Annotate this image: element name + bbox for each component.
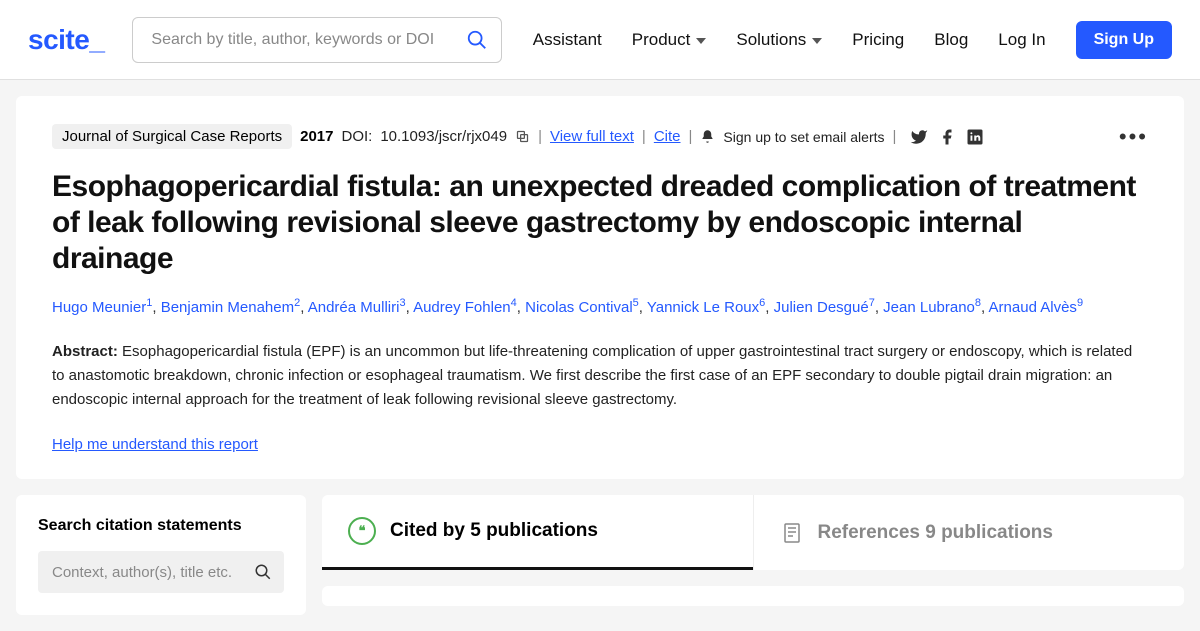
nav-login[interactable]: Log In: [998, 30, 1045, 50]
separator: |: [642, 128, 646, 145]
search-icon[interactable]: [254, 563, 272, 581]
copy-icon[interactable]: [515, 129, 530, 144]
doi-label: DOI:: [341, 128, 372, 145]
author-link[interactable]: Jean Lubrano8: [883, 299, 981, 316]
more-options-button[interactable]: •••: [1119, 124, 1148, 150]
bell-icon: [700, 129, 715, 144]
cited-icon: ❝: [348, 517, 376, 545]
search-input[interactable]: [132, 17, 502, 63]
citation-search-sidebar: Search citation statements: [16, 495, 306, 615]
journal-badge[interactable]: Journal of Surgical Case Reports: [52, 124, 292, 149]
twitter-icon[interactable]: [910, 128, 928, 146]
tab-references-text: References 9 publications: [818, 522, 1053, 544]
content-panel: [322, 586, 1184, 606]
tab-cited-text: Cited by 5 publications: [390, 520, 598, 542]
nav-blog[interactable]: Blog: [934, 30, 968, 50]
signup-button[interactable]: Sign Up: [1076, 21, 1172, 59]
author-link[interactable]: Benjamin Menahem2: [161, 299, 301, 316]
separator: |: [893, 128, 897, 145]
tabs-panel: ❝ Cited by 5 publications References 9 p…: [322, 495, 1184, 570]
author-link[interactable]: Julien Desgué7: [774, 299, 875, 316]
tab-references[interactable]: References 9 publications: [753, 495, 1185, 570]
abstract-text: Esophagopericardial fistula (EPF) is an …: [52, 343, 1132, 408]
nav-product[interactable]: Product: [632, 30, 707, 50]
search-container: [132, 17, 502, 63]
citation-search-input[interactable]: [38, 551, 284, 593]
main-container: ••• Journal of Surgical Case Reports 201…: [0, 80, 1200, 631]
nav-solutions[interactable]: Solutions: [736, 30, 822, 50]
tabs-wrap: ❝ Cited by 5 publications References 9 p…: [322, 495, 1184, 615]
abstract-label: Abstract:: [52, 343, 118, 360]
linkedin-icon[interactable]: [966, 128, 984, 146]
lower-row: Search citation statements ❝ Cited by 5 …: [16, 495, 1184, 615]
view-full-text-link[interactable]: View full text: [550, 128, 634, 145]
tab-cited-by[interactable]: ❝ Cited by 5 publications: [322, 495, 753, 570]
chevron-down-icon: [812, 38, 822, 44]
chevron-down-icon: [696, 38, 706, 44]
author-link[interactable]: Arnaud Alvès9: [989, 299, 1084, 316]
paper-title: Esophagopericardial fistula: an unexpect…: [52, 169, 1148, 277]
help-understand-link[interactable]: Help me understand this report: [52, 436, 1148, 453]
author-link[interactable]: Andréa Mulliri3: [308, 299, 406, 316]
nav-assistant[interactable]: Assistant: [533, 30, 602, 50]
author-link[interactable]: Audrey Fohlen4: [413, 299, 517, 316]
nav-pricing[interactable]: Pricing: [852, 30, 904, 50]
alert-text[interactable]: Sign up to set email alerts: [723, 129, 884, 145]
separator: |: [538, 128, 542, 145]
authors-list: Hugo Meunier1, Benjamin Menahem2, Andréa…: [52, 295, 1148, 320]
meta-row: Journal of Surgical Case Reports 2017 DO…: [52, 124, 1148, 149]
author-link[interactable]: Nicolas Contival5: [525, 299, 639, 316]
header: scite Assistant Product Solutions Pricin…: [0, 0, 1200, 80]
sidebar-search-wrap: [38, 551, 284, 593]
nav: Assistant Product Solutions Pricing Blog…: [533, 21, 1172, 59]
facebook-icon[interactable]: [938, 128, 956, 146]
year: 2017: [300, 128, 333, 145]
sidebar-title: Search citation statements: [38, 517, 284, 535]
cite-link[interactable]: Cite: [654, 128, 681, 145]
search-icon[interactable]: [466, 29, 488, 51]
abstract: Abstract: Esophagopericardial fistula (E…: [52, 340, 1148, 412]
paper-card: ••• Journal of Surgical Case Reports 201…: [16, 96, 1184, 479]
separator: |: [689, 128, 693, 145]
references-icon: [780, 521, 804, 545]
doi-value: 10.1093/jscr/rjx049: [380, 128, 507, 145]
author-link[interactable]: Yannick Le Roux6: [647, 299, 765, 316]
social-icons: [910, 128, 984, 146]
logo[interactable]: scite: [28, 24, 104, 56]
author-link[interactable]: Hugo Meunier1: [52, 299, 152, 316]
